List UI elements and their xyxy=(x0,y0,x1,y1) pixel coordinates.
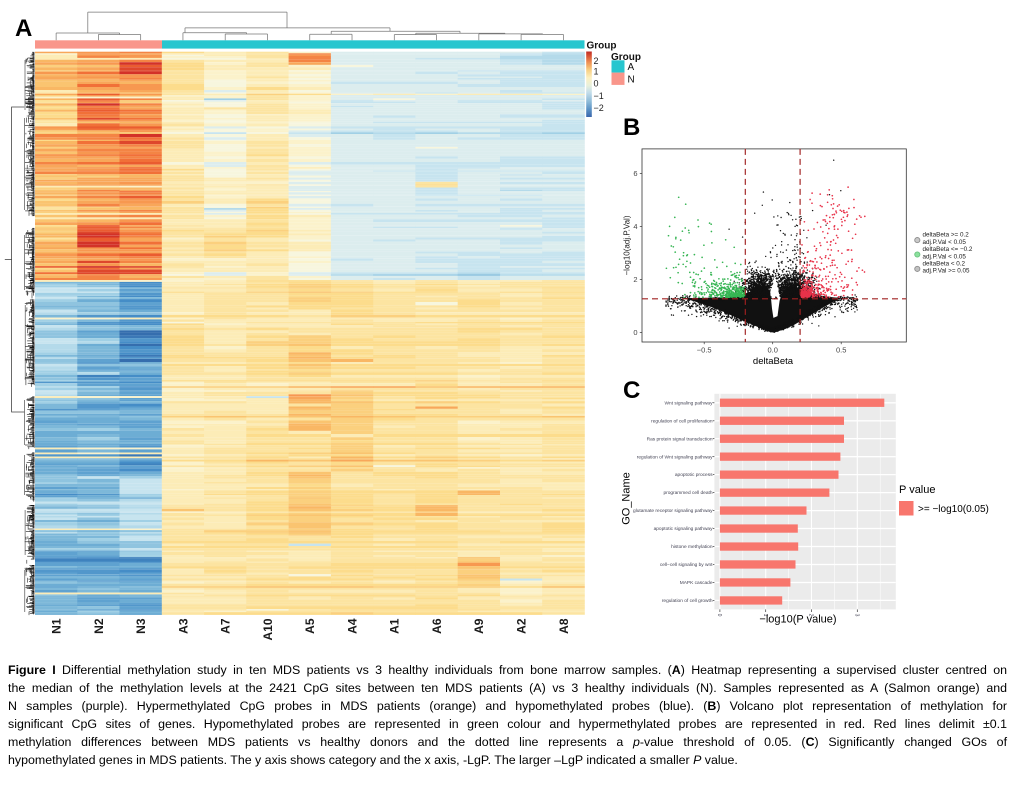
svg-text:1: 1 xyxy=(594,67,599,77)
svg-text:A10: A10 xyxy=(261,618,275,640)
svg-text:N3: N3 xyxy=(134,618,148,634)
svg-text:A2: A2 xyxy=(515,618,529,634)
svg-text:A6: A6 xyxy=(430,618,444,634)
svg-text:A: A xyxy=(628,62,635,73)
svg-text:Group: Group xyxy=(587,40,617,51)
svg-text:2: 2 xyxy=(594,56,599,66)
svg-text:N2: N2 xyxy=(92,618,106,634)
svg-text:0: 0 xyxy=(594,79,599,89)
svg-text:−2: −2 xyxy=(594,103,604,113)
svg-text:−1: −1 xyxy=(594,91,604,101)
svg-text:A5: A5 xyxy=(303,618,317,634)
svg-text:A4: A4 xyxy=(345,618,359,634)
svg-text:N1: N1 xyxy=(50,618,64,634)
svg-text:N: N xyxy=(628,75,635,86)
svg-text:A7: A7 xyxy=(219,618,233,634)
svg-text:A9: A9 xyxy=(472,618,486,634)
svg-text:A8: A8 xyxy=(557,618,571,634)
svg-text:Group: Group xyxy=(611,52,641,63)
svg-text:A1: A1 xyxy=(388,618,402,634)
svg-text:A3: A3 xyxy=(176,618,190,634)
